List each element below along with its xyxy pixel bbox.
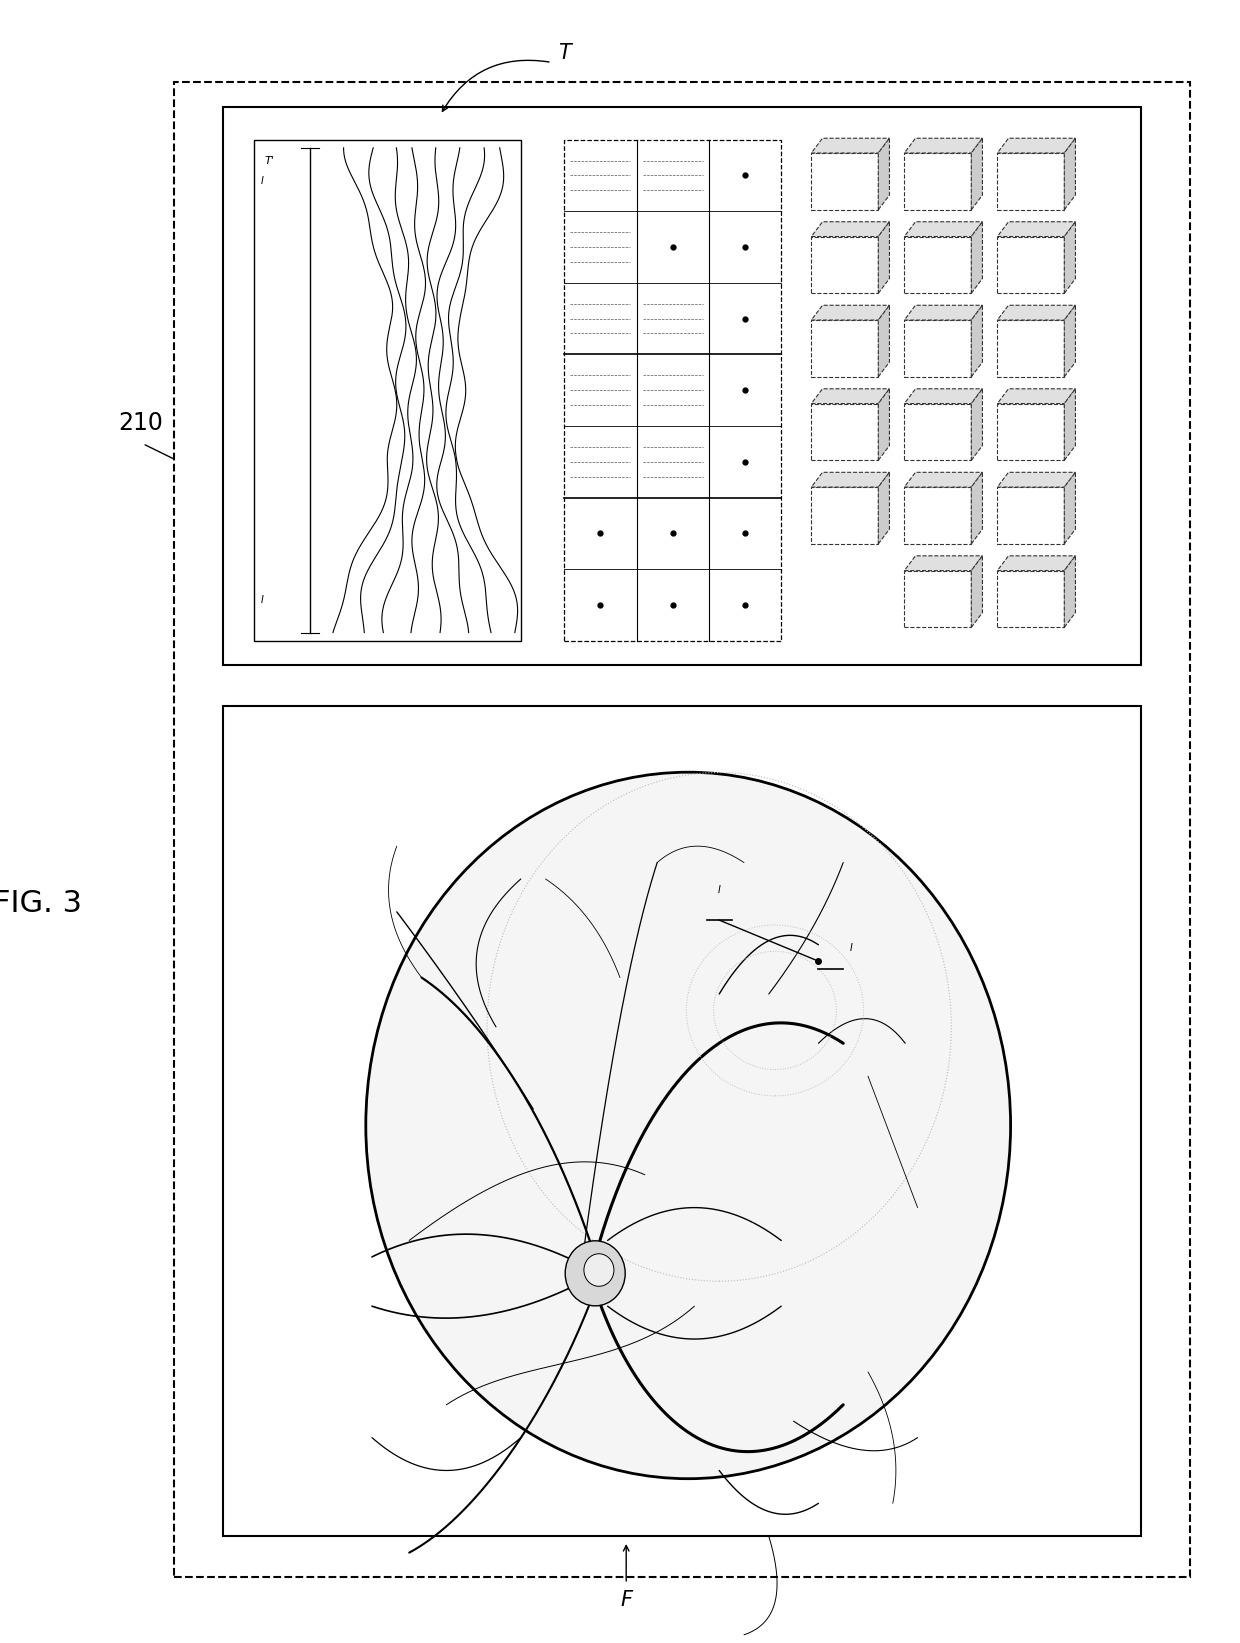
Polygon shape xyxy=(878,222,889,294)
Polygon shape xyxy=(997,555,1075,570)
Polygon shape xyxy=(997,153,1064,210)
Polygon shape xyxy=(878,389,889,460)
Polygon shape xyxy=(971,472,982,544)
Polygon shape xyxy=(878,138,889,210)
Polygon shape xyxy=(971,138,982,210)
Polygon shape xyxy=(904,138,982,153)
Polygon shape xyxy=(997,237,1064,294)
Ellipse shape xyxy=(366,772,1011,1479)
Polygon shape xyxy=(904,237,971,294)
Polygon shape xyxy=(997,138,1075,153)
Polygon shape xyxy=(811,389,889,404)
Polygon shape xyxy=(971,306,982,376)
Polygon shape xyxy=(997,389,1075,404)
Text: T: T xyxy=(558,43,570,62)
Polygon shape xyxy=(904,404,971,460)
Polygon shape xyxy=(878,306,889,376)
Polygon shape xyxy=(811,472,889,486)
Text: I: I xyxy=(260,595,263,605)
Text: T': T' xyxy=(264,156,274,166)
Polygon shape xyxy=(997,486,1064,544)
Polygon shape xyxy=(223,706,1141,1536)
Ellipse shape xyxy=(584,1254,614,1286)
Polygon shape xyxy=(904,320,971,376)
Polygon shape xyxy=(997,306,1075,320)
Text: FIG. 3: FIG. 3 xyxy=(0,889,82,918)
Polygon shape xyxy=(811,306,889,320)
Text: I: I xyxy=(718,886,720,895)
Polygon shape xyxy=(904,486,971,544)
Polygon shape xyxy=(1064,555,1075,628)
Polygon shape xyxy=(904,306,982,320)
Polygon shape xyxy=(904,472,982,486)
Polygon shape xyxy=(971,389,982,460)
Polygon shape xyxy=(1064,222,1075,294)
Polygon shape xyxy=(1064,472,1075,544)
Polygon shape xyxy=(904,570,971,628)
Polygon shape xyxy=(878,472,889,544)
Polygon shape xyxy=(971,555,982,628)
Polygon shape xyxy=(971,222,982,294)
Polygon shape xyxy=(174,82,1190,1577)
Text: I: I xyxy=(260,176,263,186)
Polygon shape xyxy=(564,140,781,641)
Polygon shape xyxy=(1064,306,1075,376)
Polygon shape xyxy=(904,555,982,570)
Polygon shape xyxy=(904,153,971,210)
Polygon shape xyxy=(811,153,878,210)
Ellipse shape xyxy=(565,1240,625,1306)
Polygon shape xyxy=(904,389,982,404)
Polygon shape xyxy=(811,222,889,237)
Polygon shape xyxy=(811,237,878,294)
Polygon shape xyxy=(1064,389,1075,460)
Polygon shape xyxy=(223,107,1141,665)
Text: F: F xyxy=(620,1590,632,1610)
Polygon shape xyxy=(811,486,878,544)
Polygon shape xyxy=(811,404,878,460)
Text: I: I xyxy=(849,943,852,953)
Polygon shape xyxy=(254,140,521,641)
Polygon shape xyxy=(997,472,1075,486)
Polygon shape xyxy=(811,138,889,153)
Polygon shape xyxy=(904,222,982,237)
Polygon shape xyxy=(997,320,1064,376)
Text: 210: 210 xyxy=(118,411,162,435)
Polygon shape xyxy=(997,570,1064,628)
Polygon shape xyxy=(1064,138,1075,210)
Polygon shape xyxy=(811,320,878,376)
Polygon shape xyxy=(997,222,1075,237)
Polygon shape xyxy=(997,404,1064,460)
